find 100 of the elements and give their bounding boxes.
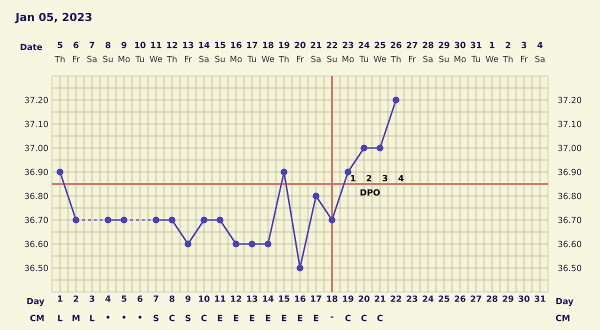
text: 19 — [279, 42, 290, 48]
y2-tick-label: 36.90 — [558, 168, 582, 176]
text: CM — [556, 314, 570, 322]
text: 10 — [135, 42, 146, 48]
text: C — [377, 314, 383, 322]
point — [120, 216, 128, 224]
x-tick-label: 19 — [343, 296, 354, 302]
text: Su — [327, 56, 337, 62]
text: Mo — [230, 56, 242, 62]
text: 12 — [167, 42, 178, 48]
text: C — [169, 314, 175, 322]
point — [312, 192, 320, 200]
text: 1 — [490, 42, 494, 48]
text: 7 — [90, 42, 94, 48]
point — [248, 240, 256, 248]
text: 6 — [74, 42, 78, 48]
text: 18 — [263, 42, 274, 48]
y2-tick-label: 36.50 — [558, 264, 582, 272]
text: Fr — [72, 56, 80, 62]
y-tick-label: 37.10 — [24, 120, 48, 128]
point — [168, 216, 176, 224]
text: Tu — [247, 56, 256, 62]
text: Fr — [408, 56, 416, 62]
text: 17 — [247, 42, 258, 48]
y2-tick-label: 37.10 — [558, 120, 582, 128]
point — [344, 168, 352, 176]
x-tick-label: 30 — [518, 296, 530, 302]
text: • — [106, 316, 110, 319]
text: We — [374, 56, 386, 62]
point — [360, 144, 368, 152]
text: 21 — [310, 42, 322, 48]
text: 24 — [358, 42, 370, 48]
chart-title: Jan 05, 2023 — [14, 12, 92, 24]
x-tick-label: 9 — [185, 296, 190, 302]
x-tick-label: 21 — [374, 296, 386, 302]
text: Sa — [423, 56, 433, 62]
text: E — [266, 314, 270, 322]
text: We — [486, 56, 498, 62]
x-tick-label: 13 — [247, 296, 258, 302]
annotation: DPO — [360, 189, 380, 196]
text: 5 — [58, 42, 62, 48]
x-tick-label: 11 — [215, 296, 226, 302]
x-tick-label: 31 — [534, 296, 546, 302]
x-tick-label: 20 — [358, 296, 370, 302]
text: - — [330, 316, 334, 318]
text: Day — [556, 298, 574, 306]
point — [232, 240, 240, 248]
text: E — [314, 314, 318, 322]
text: We — [262, 56, 274, 62]
text: 14 — [199, 42, 210, 48]
x-tick-label: 25 — [438, 296, 450, 302]
text: E — [282, 314, 286, 322]
text: 4 — [537, 42, 543, 48]
y-tick-label: 37.00 — [24, 144, 48, 152]
text: • — [122, 316, 126, 319]
text: E — [234, 314, 238, 322]
text: Su — [103, 56, 113, 62]
y-tick-label: 36.80 — [24, 192, 48, 200]
x-tick-label: 18 — [327, 296, 338, 302]
text: M — [72, 314, 80, 322]
point — [392, 96, 400, 104]
y-tick-label: 36.60 — [24, 240, 48, 248]
text: Th — [390, 56, 401, 62]
text: 22 — [326, 42, 338, 48]
x-tick-label: 2 — [74, 296, 78, 302]
text: 16 — [231, 42, 242, 48]
text: Th — [54, 56, 65, 62]
x-axis-title: Day — [27, 298, 44, 306]
y2-tick-label: 37.00 — [558, 144, 582, 152]
text: 26 — [390, 42, 402, 48]
text: Mo — [342, 56, 354, 62]
text: 3 — [522, 42, 526, 48]
text: L — [90, 314, 94, 322]
x-tick-label: 23 — [406, 296, 418, 302]
text: Fr — [520, 56, 528, 62]
text: 9 — [121, 42, 126, 48]
annotation: 3 — [382, 174, 388, 182]
x-tick-label: 26 — [454, 296, 466, 302]
annotation: 4 — [398, 175, 404, 182]
text: • — [138, 316, 142, 319]
x-tick-label: 29 — [502, 296, 514, 302]
x-tick-label: 3 — [90, 296, 94, 302]
text: 20 — [294, 42, 306, 48]
text: Sa — [87, 56, 97, 62]
x-tick-label: 6 — [138, 296, 142, 302]
point — [184, 240, 192, 248]
text: S — [186, 314, 190, 322]
x-tick-label: 22 — [390, 296, 402, 302]
x-tick-label: 28 — [486, 296, 498, 302]
text: 31 — [470, 42, 482, 48]
text: 27 — [406, 42, 418, 48]
x-tick-label: 27 — [470, 296, 482, 302]
text: Su — [439, 56, 449, 62]
point — [296, 264, 304, 272]
y-tick-label: 37.20 — [24, 96, 48, 104]
text: We — [150, 56, 162, 62]
x-tick-label: 1 — [58, 296, 62, 302]
point — [56, 168, 64, 176]
text: Mo — [118, 56, 130, 62]
x-tick-label: 4 — [105, 296, 111, 302]
